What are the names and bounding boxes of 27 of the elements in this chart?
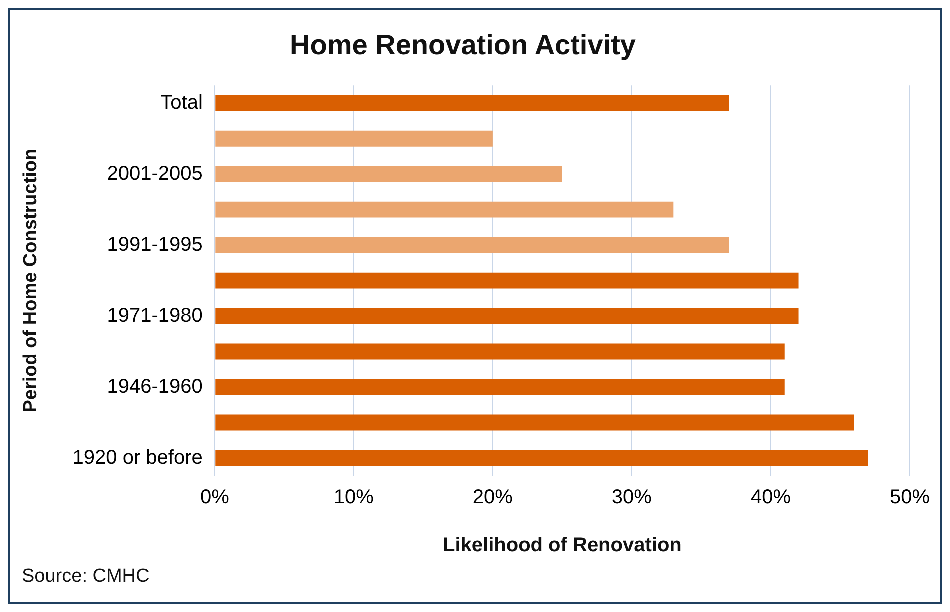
x-axis-title: Likelihood of Renovation bbox=[442, 534, 682, 557]
bar bbox=[216, 237, 730, 254]
bar bbox=[216, 95, 730, 112]
chart-title: Home Renovation Activity bbox=[290, 30, 636, 61]
x-tick-label: 0% bbox=[200, 486, 230, 509]
bar bbox=[216, 166, 562, 182]
x-tick-label: 10% bbox=[334, 486, 374, 509]
bar bbox=[216, 272, 799, 289]
bar bbox=[216, 308, 799, 324]
bar bbox=[216, 344, 785, 360]
y-tick-label: 1920 or before bbox=[72, 446, 203, 469]
bar bbox=[216, 450, 868, 466]
y-tick-label: 1971-1980 bbox=[107, 304, 203, 327]
x-tick-label: 40% bbox=[750, 486, 792, 509]
bar bbox=[216, 202, 674, 218]
bar bbox=[216, 414, 854, 431]
x-tick-label: 30% bbox=[612, 486, 652, 509]
y-tick-label: 1946-1960 bbox=[107, 376, 203, 398]
source-note: Source: CMHC bbox=[22, 566, 150, 588]
bar bbox=[216, 379, 785, 396]
bar bbox=[216, 130, 493, 147]
y-tick-label: 1991-1995 bbox=[107, 234, 203, 256]
x-tick-label: 50% bbox=[890, 486, 930, 509]
y-axis-title: Period of Home Construction bbox=[20, 148, 42, 413]
x-tick-label: 20% bbox=[472, 486, 514, 509]
y-tick-label: Total bbox=[160, 92, 203, 114]
y-tick-label: 2001-2005 bbox=[107, 162, 203, 185]
